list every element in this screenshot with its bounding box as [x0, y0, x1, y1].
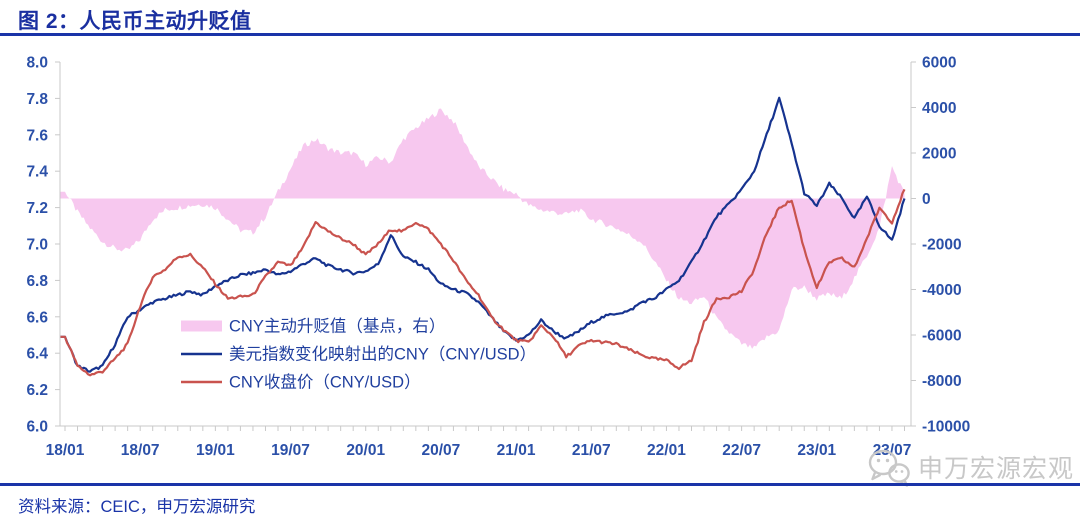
left-tick-label: 7.8	[26, 91, 48, 108]
left-tick-label: 6.4	[26, 346, 48, 363]
x-tick-label: 20/01	[346, 442, 385, 459]
source-text: 资料来源：CEIC，申万宏源研究	[18, 498, 256, 516]
line-cny-close	[60, 188, 906, 377]
right-tick-label: 0	[922, 191, 931, 208]
title-underline	[0, 33, 1080, 36]
right-tick-label: 6000	[922, 55, 956, 72]
axes-group	[55, 61, 916, 431]
x-tick-label: 18/07	[121, 442, 160, 459]
x-tick-label: 19/07	[271, 442, 310, 459]
footer-rule	[0, 483, 1080, 486]
right-tick-label: 4000	[922, 100, 956, 117]
x-tick-label: 22/07	[722, 442, 761, 459]
legend-label: 美元指数变化映射出的CNY（CNY/USD）	[229, 345, 536, 364]
left-tick-label: 7.2	[26, 200, 48, 217]
x-tick-label: 23/01	[797, 442, 836, 459]
left-tick-label: 6.6	[26, 309, 48, 326]
legend-label: CNY收盘价（CNY/USD）	[229, 373, 421, 392]
x-tick-label: 18/01	[46, 442, 85, 459]
chart-legend: CNY主动升贬值（基点，右） 美元指数变化映射出的CNY（CNY/USD） CNY收…	[181, 317, 536, 392]
x-tick-label: 20/07	[421, 442, 460, 459]
legend-label: CNY主动升贬值（基点，右）	[229, 317, 445, 336]
right-tick-label: -8000	[922, 373, 962, 390]
left-tick-label: 6.0	[26, 419, 48, 436]
figure-title: 图 2：人民币主动升贬值	[18, 10, 252, 33]
line-series-group	[60, 96, 906, 377]
axis-labels-group: 8.0 7.8 7.6 7.4 7.2 7.0 6.8 6.6 6.4 6.2 6.0 6000 400…	[26, 55, 970, 460]
left-tick-label: 7.4	[26, 164, 48, 181]
watermark-text: 申万宏源宏观	[917, 455, 1074, 483]
left-tick-label: 6.8	[26, 273, 48, 290]
x-tick-label: 21/01	[497, 442, 536, 459]
left-tick-label: 7.0	[26, 237, 48, 254]
area-cny-active-valuation	[60, 108, 905, 349]
right-tick-label: 2000	[922, 146, 956, 163]
right-tick-label: -4000	[922, 282, 962, 299]
legend-swatch-area	[181, 320, 222, 332]
x-tick-label: 22/01	[647, 442, 686, 459]
x-tick-label: 19/01	[196, 442, 235, 459]
x-tick-label: 23/07	[873, 442, 912, 459]
right-tick-label: -10000	[922, 419, 970, 436]
area-series-group	[60, 108, 905, 349]
x-tick-label: 21/07	[572, 442, 611, 459]
right-tick-label: -2000	[922, 237, 962, 254]
right-tick-label: -6000	[922, 328, 962, 345]
left-tick-label: 7.6	[26, 127, 48, 144]
wechat-icon	[868, 449, 910, 487]
line-usd-index-implied-cny	[60, 96, 906, 373]
left-tick-label: 8.0	[26, 55, 48, 72]
left-tick-label: 6.2	[26, 382, 48, 399]
watermark: 申万宏源宏观	[865, 446, 1074, 488]
